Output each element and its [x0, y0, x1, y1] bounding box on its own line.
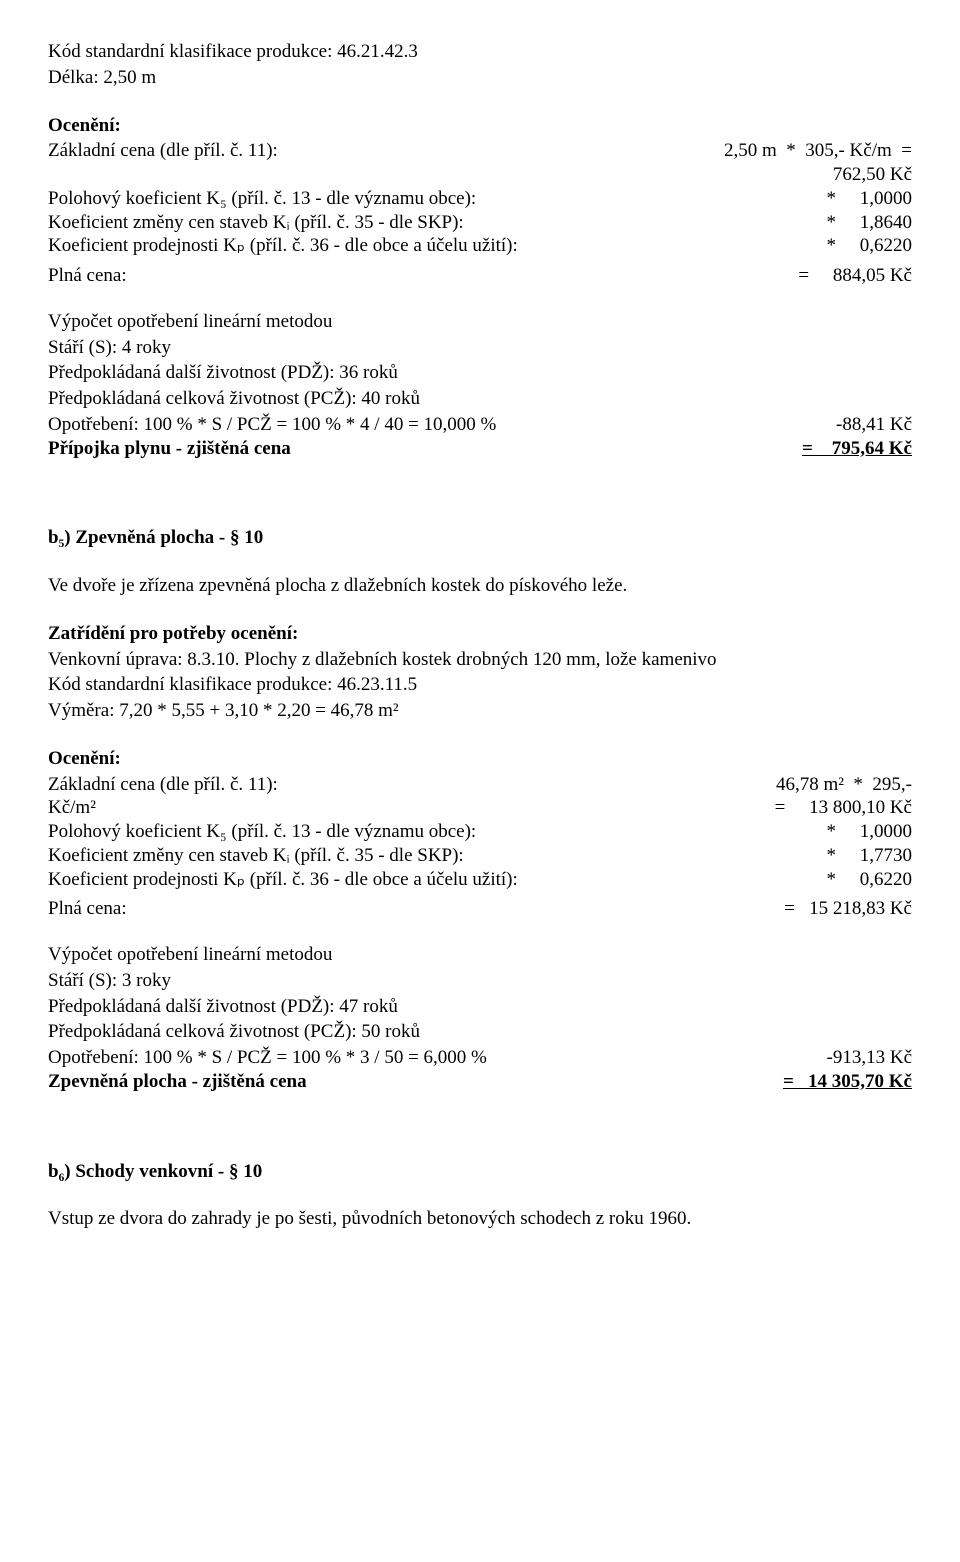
- delka-line: Délka: 2,50 m: [48, 66, 912, 90]
- zakladni-cena-value-2: 46,78 m² * 295,-: [776, 773, 912, 797]
- polohovy-koef-value: * 1,0000: [827, 187, 913, 211]
- wear-pcz-2: Předpokládaná celková životnost (PCŽ): 5…: [48, 1020, 912, 1044]
- koef-prodejnosti-label: Koeficient prodejnosti Kₚ (příl. č. 36 -…: [48, 234, 827, 258]
- polohovy-koef-value-2: * 1,0000: [827, 820, 913, 844]
- koef-zmeny-label-2: Koeficient změny cen staveb Kᵢ (příl. č.…: [48, 844, 827, 868]
- wear-stari-2: Stáří (S): 3 roky: [48, 969, 912, 993]
- wear-pdz: Předpokládaná další životnost (PDŽ): 36 …: [48, 361, 912, 385]
- wear-header-2: Výpočet opotřebení lineární metodou: [48, 943, 912, 967]
- koef-zmeny-value: * 1,8640: [827, 211, 913, 235]
- wear-calc-value-2: -913,13 Kč: [827, 1046, 912, 1070]
- polohovy-koef-label-2: Polohový koeficient K₅ (příl. č. 13 - dl…: [48, 820, 827, 844]
- pripojka-final-value: = 795,64 Kč: [802, 437, 912, 461]
- zpevnena-final-value: = 14 305,70 Kč: [783, 1070, 912, 1094]
- kod-line: Kód standardní klasifikace produkce: 46.…: [48, 40, 912, 64]
- plna-cena-label: Plná cena:: [48, 264, 798, 288]
- zakladni-cena-label-2: Základní cena (dle příl. č. 11):: [48, 773, 776, 797]
- wear-calc-label: Opotřebení: 100 % * S / PCŽ = 100 % * 4 …: [48, 413, 836, 437]
- intro-b6: Vstup ze dvora do zahrady je po šesti, p…: [48, 1207, 912, 1231]
- plna-cena-label-2: Plná cena:: [48, 897, 784, 921]
- zatrideni-l2: Kód standardní klasifikace produkce: 46.…: [48, 673, 912, 697]
- zakladni-cena-value: 2,50 m * 305,- Kč/m =: [724, 139, 912, 163]
- kc-m2-label: Kč/m²: [48, 796, 775, 820]
- zatrideni-l3: Výměra: 7,20 * 5,55 + 3,10 * 2,20 = 46,7…: [48, 699, 912, 723]
- section-b5-title: b₅) Zpevněná plocha - § 10: [48, 526, 912, 550]
- wear-calc-value: -88,41 Kč: [836, 413, 912, 437]
- zpevnena-final-label: Zpevněná plocha - zjištěná cena: [48, 1070, 783, 1094]
- zatrideni-l1: Venkovní úprava: 8.3.10. Plochy z dlažeb…: [48, 648, 912, 672]
- oceneni-header-2: Ocenění:: [48, 747, 912, 771]
- intro-b5: Ve dvoře je zřízena zpevněná plocha z dl…: [48, 574, 912, 598]
- koef-prodejnosti-value-2: * 0,6220: [827, 868, 913, 892]
- wear-stari: Stáří (S): 4 roky: [48, 336, 912, 360]
- plna-cena-value-2: = 15 218,83 Kč: [784, 897, 912, 921]
- koef-prodejnosti-label-2: Koeficient prodejnosti Kₚ (příl. č. 36 -…: [48, 868, 827, 892]
- koef-zmeny-label: Koeficient změny cen staveb Kᵢ (příl. č.…: [48, 211, 827, 235]
- kc-m2-value: = 13 800,10 Kč: [775, 796, 912, 820]
- oceneni-header: Ocenění:: [48, 114, 912, 138]
- zakladni-cena-label: Základní cena (dle příl. č. 11):: [48, 139, 724, 163]
- koef-zmeny-value-2: * 1,7730: [827, 844, 913, 868]
- polohovy-koef-label: Polohový koeficient K₅ (příl. č. 13 - dl…: [48, 187, 827, 211]
- wear-calc-label-2: Opotřebení: 100 % * S / PCŽ = 100 % * 3 …: [48, 1046, 827, 1070]
- zakladni-cena-value2: 762,50 Kč: [833, 163, 912, 187]
- wear-pcz: Předpokládaná celková životnost (PCŽ): 4…: [48, 387, 912, 411]
- plna-cena-value: = 884,05 Kč: [798, 264, 912, 288]
- wear-pdz-2: Předpokládaná další životnost (PDŽ): 47 …: [48, 995, 912, 1019]
- zatrideni-header: Zatřídění pro potřeby ocenění:: [48, 622, 912, 646]
- section-b6-title: b₆) Schody venkovní - § 10: [48, 1160, 912, 1184]
- wear-header: Výpočet opotřebení lineární metodou: [48, 310, 912, 334]
- pripojka-final-label: Přípojka plynu - zjištěná cena: [48, 437, 802, 461]
- koef-prodejnosti-value: * 0,6220: [827, 234, 913, 258]
